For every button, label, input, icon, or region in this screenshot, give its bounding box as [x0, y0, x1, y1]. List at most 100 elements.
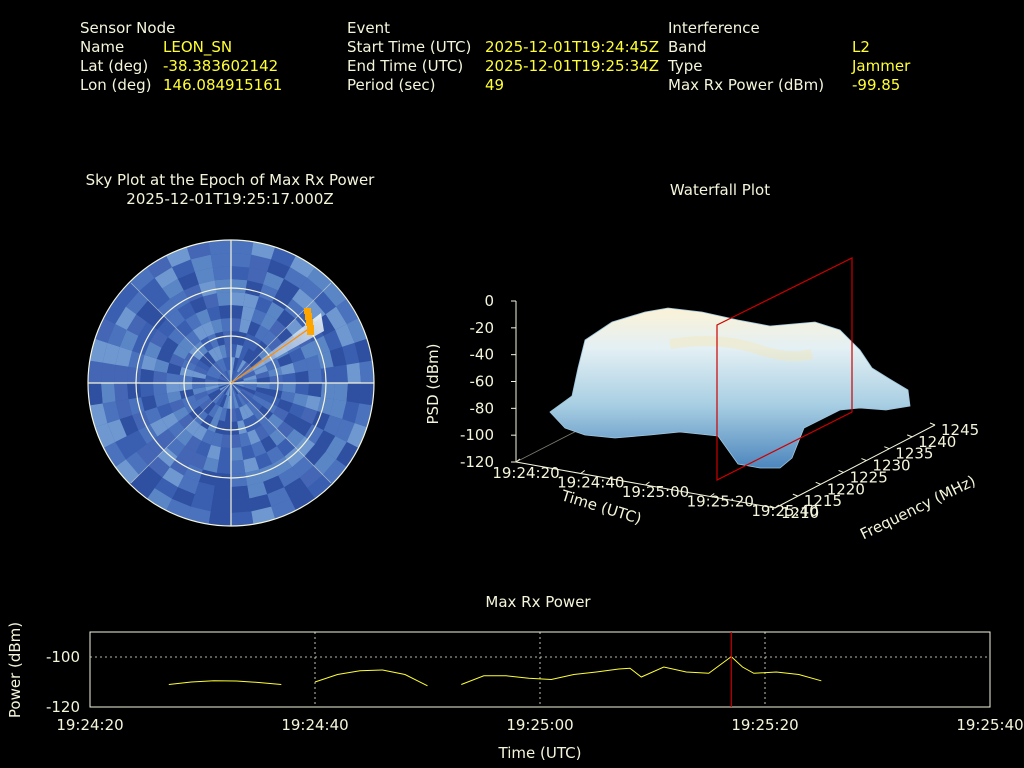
end-time-value: 2025-12-01T19:25:34Z: [485, 57, 659, 75]
sky-cell: [231, 253, 252, 268]
sky-cell: [231, 383, 243, 391]
interference-source-marker: [304, 308, 314, 335]
sky-cell: [299, 465, 323, 489]
sky-cell: [226, 395, 231, 409]
sky-cell: [271, 498, 296, 520]
sky-cell: [196, 394, 210, 406]
sky-cell: [144, 407, 162, 425]
band-label: Band: [668, 38, 707, 56]
sky-cell: [156, 347, 174, 363]
sky-cell: [262, 400, 278, 414]
waterfall-freq-tick-label: 1230: [872, 457, 910, 475]
start-time-label: Start Time (UTC): [347, 38, 472, 56]
sky-diagonal-ne: [230, 282, 332, 384]
sky-cell: [213, 345, 223, 360]
sky-cell: [218, 383, 231, 389]
sky-cell: [260, 313, 277, 331]
sky-cell: [89, 338, 108, 363]
sky-cell: [231, 460, 246, 474]
sky-cell: [220, 434, 231, 448]
sky-cell: [231, 447, 244, 461]
sky-cell: [206, 371, 220, 379]
sky-cell: [288, 347, 306, 363]
sky-cell: [219, 358, 227, 372]
waterfall-time-tick-label: 19:24:20: [492, 464, 559, 482]
sky-cell: [166, 498, 191, 520]
waterfall-time-tick: [645, 481, 650, 486]
sky-cell: [205, 374, 219, 381]
waterfall-freq-axis: [774, 424, 936, 509]
sky-cell: [239, 406, 249, 421]
sky-cell: [231, 383, 237, 396]
sky-cell: [333, 383, 348, 402]
sky-cell: [255, 452, 273, 470]
sky-cell: [102, 342, 120, 365]
sky-cell: [231, 383, 239, 395]
sky-cell: [148, 288, 170, 310]
sky-cell: [166, 383, 180, 394]
max-rx-x-tick-label: 19:25:40: [956, 716, 1023, 734]
sky-cell: [169, 353, 185, 367]
sky-cell: [267, 413, 284, 429]
sky-cell: [205, 378, 219, 383]
sky-cell: [207, 367, 221, 378]
sky-cell: [231, 383, 244, 388]
waterfall-z-tick-label: -120: [460, 453, 494, 471]
sky-cell: [249, 355, 263, 368]
sky-cell: [196, 360, 210, 372]
sky-cell: [107, 419, 127, 443]
sky-cell: [94, 318, 116, 343]
sky-cell: [193, 391, 208, 401]
period-value: 49: [485, 76, 505, 94]
sky-cell: [246, 401, 259, 415]
start-time-value: 2025-12-01T19:24:45Z: [485, 38, 659, 56]
sky-cell: [231, 498, 252, 513]
sky-cell: [267, 487, 291, 507]
max-rx-grid: [90, 632, 990, 707]
sky-cell: [167, 327, 186, 345]
sky-cell: [178, 413, 195, 429]
sky-cell: [177, 475, 199, 495]
sky-cell: [269, 428, 287, 447]
sky-cell: [214, 472, 231, 487]
sky-cell: [157, 447, 178, 468]
sky-cell: [249, 398, 263, 411]
sky-cell: [354, 403, 373, 428]
sky-cell: [202, 457, 219, 473]
sky-cell: [359, 360, 374, 383]
sky-cell: [208, 404, 220, 418]
sky-cell: [216, 292, 231, 306]
sky-cell: [206, 444, 221, 461]
sky-cell: [273, 406, 289, 422]
sky-cell: [127, 366, 142, 383]
sky-cell: [294, 418, 313, 437]
sky-cell: [223, 383, 231, 395]
sky-cell: [308, 383, 322, 398]
sky-cell: [154, 267, 178, 289]
sky-cell: [218, 377, 231, 383]
sky-cell: [272, 456, 293, 476]
sky-cell: [271, 246, 296, 268]
sky-cell: [243, 333, 255, 349]
sky-cell: [179, 374, 193, 383]
sky-cell: [153, 358, 170, 373]
sky-cell: [320, 366, 335, 383]
waterfall-freq-tick-label: 1225: [850, 468, 888, 486]
sky-cell: [190, 254, 213, 272]
sky-cell: [242, 348, 254, 362]
sky-cell: [222, 421, 231, 435]
sky-cell: [212, 361, 224, 374]
sky-cell: [103, 298, 126, 324]
sky-cell: [307, 474, 333, 499]
sky-cell: [254, 365, 269, 375]
sky-cell: [179, 383, 193, 392]
sky-cell: [200, 414, 214, 430]
sky-cell: [125, 291, 149, 315]
sky-cell: [208, 348, 220, 362]
sky-cell: [129, 474, 155, 499]
max-rx-x-tick-label: 19:24:40: [281, 716, 348, 734]
lat-value: -38.383602142: [163, 57, 279, 75]
sky-cell: [186, 241, 211, 260]
sky-cell: [173, 344, 189, 360]
sky-cell: [246, 351, 259, 365]
